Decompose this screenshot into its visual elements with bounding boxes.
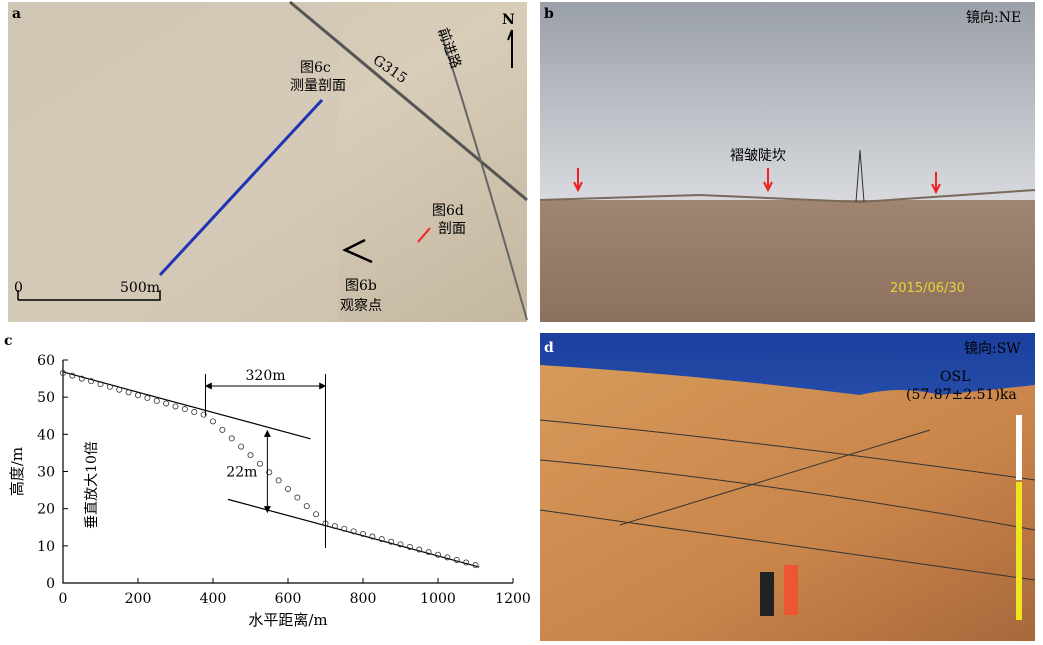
terrain xyxy=(8,2,338,322)
y-axis-label: 高度/m xyxy=(8,447,26,496)
date-stamp: 2015/06/30 xyxy=(890,281,965,296)
panel-d: d 镜向:SW OSL (57.87±2.51)ka xyxy=(540,333,1035,641)
sky xyxy=(540,2,1035,202)
person xyxy=(760,572,774,616)
data-point xyxy=(192,409,197,414)
y-tick-label: 60 xyxy=(37,353,55,369)
callout: 褶皱陡坎 xyxy=(730,148,786,164)
data-point xyxy=(117,387,122,392)
annotation: 22m xyxy=(226,465,257,481)
panel-label: b xyxy=(544,6,554,22)
data-point xyxy=(173,404,178,409)
y-tick-label: 20 xyxy=(37,502,55,518)
trend-line xyxy=(228,499,479,567)
callout: 图6d xyxy=(432,203,464,219)
data-point xyxy=(314,512,319,517)
panel-b: b 镜向:NE 褶皱陡坎 2015/06/30 xyxy=(540,2,1035,322)
scale-bar xyxy=(1016,482,1022,620)
data-point xyxy=(220,427,225,432)
data-point xyxy=(229,436,234,441)
data-point xyxy=(435,552,440,557)
y-tick-label: 40 xyxy=(37,427,55,443)
data-point xyxy=(285,486,290,491)
callout: 观察点 xyxy=(340,297,382,314)
x-tick-label: 1000 xyxy=(420,591,456,607)
x-tick-label: 0 xyxy=(59,591,68,607)
data-point xyxy=(145,395,150,400)
person xyxy=(784,565,798,615)
data-point xyxy=(304,503,309,508)
x-tick-label: 800 xyxy=(350,591,377,607)
direction: 镜向:NE xyxy=(966,10,1021,26)
north-label: N xyxy=(502,12,515,28)
direction: 镜向:SW xyxy=(964,341,1021,357)
page: {"panels":{ "a":{"label":"a","road1":"G3… xyxy=(0,0,1043,641)
annotation: 320m xyxy=(246,368,286,384)
data-point xyxy=(248,453,253,458)
x-axis-label: 水平距离/m xyxy=(248,611,327,629)
ground xyxy=(540,200,1035,322)
x-tick-label: 200 xyxy=(125,591,152,607)
data-point xyxy=(257,461,262,466)
callout: 剖面 xyxy=(438,221,466,237)
data-point xyxy=(276,478,281,483)
note: 垂直放大10倍 xyxy=(83,441,100,529)
data-point xyxy=(210,419,215,424)
data-point xyxy=(154,398,159,403)
x-tick-label: 600 xyxy=(275,591,302,607)
data-point xyxy=(135,393,140,398)
panel-label: a xyxy=(12,6,21,22)
data-point xyxy=(295,495,300,500)
panel-a: a G315 前进路 N 图6c 测量剖面 图6d 剖面 图6b 观察点 0 5… xyxy=(8,2,527,322)
data-point xyxy=(239,444,244,449)
y-tick-label: 0 xyxy=(46,576,55,592)
y-tick-label: 30 xyxy=(37,465,55,481)
y-tick-label: 50 xyxy=(37,390,55,406)
callout: (57.87±2.51)ka xyxy=(906,387,1017,403)
panel-label: c xyxy=(4,333,13,349)
data-point xyxy=(126,390,131,395)
data-point xyxy=(70,373,75,378)
scale-label: 500m xyxy=(120,280,160,296)
figure: a G315 前进路 N 图6c 测量剖面 图6d 剖面 图6b 观察点 0 5… xyxy=(0,0,1043,641)
x-tick-label: 400 xyxy=(200,591,227,607)
x-tick-label: 1200 xyxy=(495,591,531,607)
scale-label: 0 xyxy=(14,280,23,296)
scale-bar xyxy=(1016,415,1022,480)
panel-label: d xyxy=(544,340,554,356)
y-tick-label: 10 xyxy=(37,539,55,555)
axes xyxy=(63,360,513,583)
panel-c: c 0 200 400 600 800 1000 1200 0 10 20 30 40 50 60 水平距离… xyxy=(4,333,531,629)
callout: 图6c xyxy=(300,60,331,76)
callout: OSL xyxy=(940,369,970,385)
callout: 图6b xyxy=(345,278,377,294)
data-point xyxy=(164,401,169,406)
callout: 测量剖面 xyxy=(290,78,346,94)
data-point xyxy=(182,406,187,411)
